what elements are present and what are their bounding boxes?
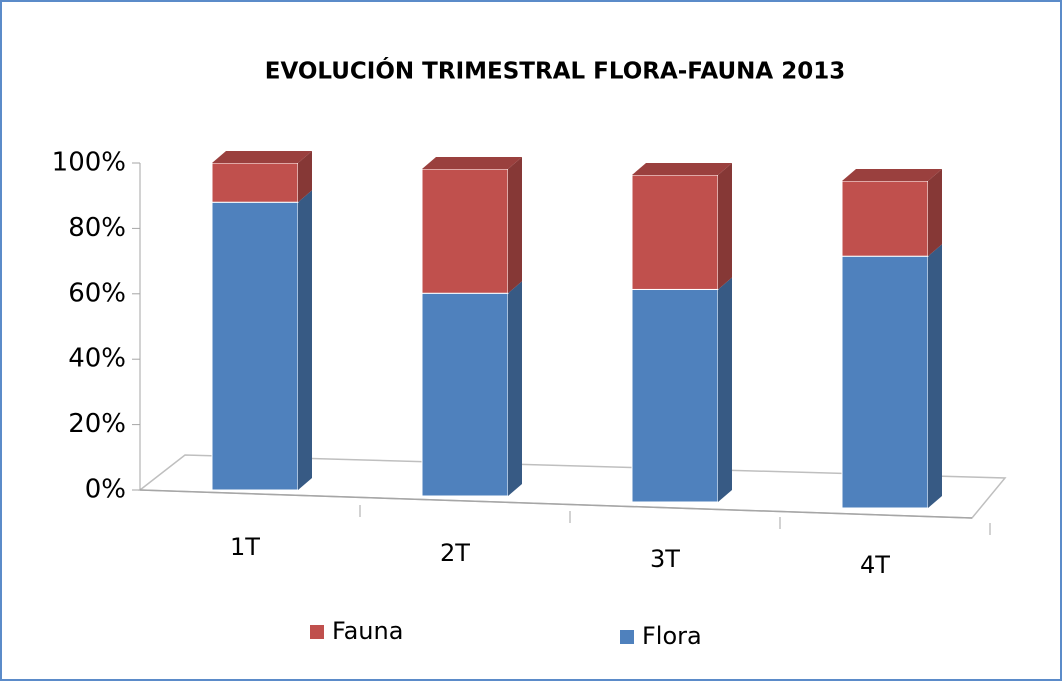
y-tick-label: 60% — [68, 278, 126, 308]
bar-segment — [211, 201, 299, 491]
y-tick-label: 100% — [52, 148, 126, 178]
legend-swatch — [620, 630, 634, 644]
y-tick-label: 80% — [68, 213, 126, 243]
bar-side — [928, 244, 942, 508]
x-tick-label: 3T — [650, 545, 680, 573]
x-tick-label: 2T — [440, 539, 470, 567]
y-tick-label: 40% — [68, 344, 126, 374]
bar-segment — [631, 174, 719, 290]
legend-swatch — [310, 625, 324, 639]
bar-side — [718, 163, 732, 290]
legend-label: Flora — [642, 622, 702, 650]
bar-segment — [421, 292, 509, 497]
x-tick-label: 4T — [860, 551, 890, 579]
y-tick-label: 20% — [68, 409, 126, 439]
bar-side — [298, 151, 312, 203]
bar-side — [718, 277, 732, 502]
bar-top — [422, 157, 522, 169]
bar-segment — [841, 255, 929, 509]
y-tick-label: 0% — [85, 475, 126, 505]
bar-top — [632, 163, 732, 175]
bar-side — [928, 169, 942, 257]
bar-side — [508, 281, 522, 496]
bar-segment — [631, 288, 719, 503]
bar-segment — [421, 168, 509, 294]
bar-side — [508, 157, 522, 294]
bar-top — [212, 151, 312, 163]
legend-label: Fauna — [332, 617, 403, 645]
x-axis — [139, 489, 973, 519]
bar-segment — [841, 180, 929, 257]
bar-top — [842, 169, 942, 181]
bar-side — [298, 190, 312, 491]
x-tick-label: 1T — [230, 533, 260, 561]
chart-title: EVOLUCIÓN TRIMESTRAL FLORA-FAUNA 2013 — [265, 57, 845, 85]
bar-segment — [211, 162, 299, 203]
